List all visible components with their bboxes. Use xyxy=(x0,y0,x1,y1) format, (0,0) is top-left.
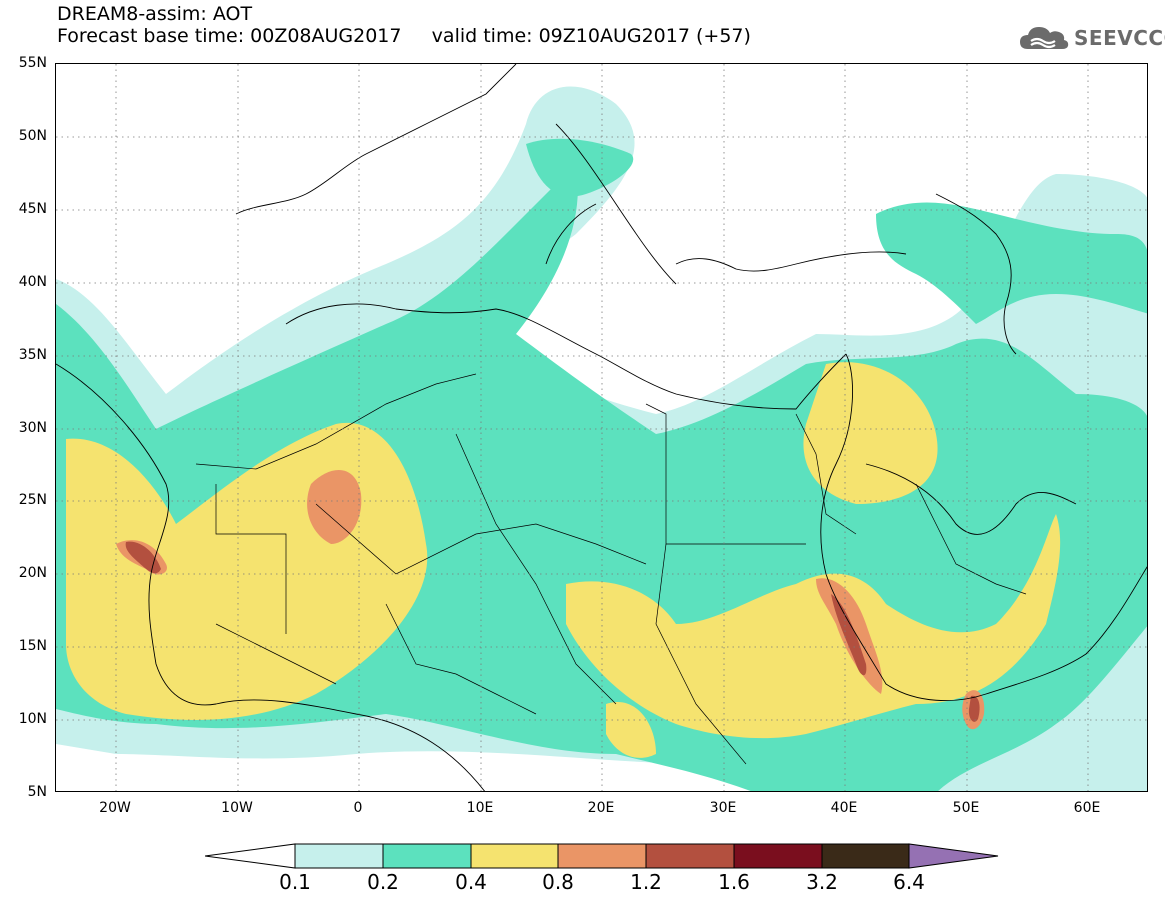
seevccc-logo: SEEVCCC xyxy=(1018,20,1165,56)
colorbar-segment xyxy=(733,843,823,869)
lat-label: 15N xyxy=(18,638,47,654)
colorbar-segment xyxy=(382,843,472,869)
colorbar-level: 0.2 xyxy=(367,870,399,894)
colorbar-segment xyxy=(294,843,384,869)
colorbar-over-arrow xyxy=(908,843,999,869)
lat-label: 40N xyxy=(18,274,47,290)
lat-label: 5N xyxy=(27,784,47,800)
lon-label: 60E xyxy=(1073,800,1101,816)
graticule xyxy=(56,64,1147,791)
lat-label: 45N xyxy=(18,201,47,217)
lon-label: 10E xyxy=(466,800,494,816)
lat-label: 20N xyxy=(18,565,47,581)
colorbar-level: 1.2 xyxy=(630,870,662,894)
lon-label: 30E xyxy=(709,800,737,816)
colorbar-segment xyxy=(557,843,647,869)
colorbar-level: 6.4 xyxy=(893,870,925,894)
logo-text: SEEVCCC xyxy=(1074,26,1165,50)
map-title: DREAM8-assim: AOT xyxy=(57,3,253,25)
aot-map xyxy=(55,63,1148,792)
cloud-icon xyxy=(1020,27,1069,49)
lat-label: 10N xyxy=(18,711,47,727)
lat-label: 25N xyxy=(18,492,47,508)
aot-field-1-2 xyxy=(125,541,980,722)
lon-label: 40E xyxy=(830,800,858,816)
lon-label: 10W xyxy=(221,800,253,816)
lon-label: 20W xyxy=(99,800,131,816)
lat-label: 50N xyxy=(18,128,47,144)
colorbar-level: 0.8 xyxy=(542,870,574,894)
forecast-time-subtitle: Forecast base time: 00Z08AUG2017 valid t… xyxy=(57,25,751,47)
lon-label: 50E xyxy=(952,800,980,816)
aot-field-map xyxy=(56,64,1147,791)
lat-label: 35N xyxy=(18,347,47,363)
colorbar-under-arrow xyxy=(205,843,296,869)
lon-label: 20E xyxy=(587,800,615,816)
colorbar-level: 0.1 xyxy=(279,870,311,894)
coastlines xyxy=(56,64,1147,791)
colorbar-segment xyxy=(821,843,910,869)
lat-label: 30N xyxy=(18,420,47,436)
colorbar-level: 3.2 xyxy=(806,870,838,894)
colorbar-level: 0.4 xyxy=(455,870,487,894)
colorbar-segment xyxy=(645,843,735,869)
lon-label: 0 xyxy=(353,800,363,816)
colorbar-segment xyxy=(470,843,559,869)
country-borders xyxy=(195,373,1027,765)
aot-colorbar xyxy=(205,843,999,869)
lat-label: 55N xyxy=(18,55,47,71)
colorbar-level: 1.6 xyxy=(718,870,750,894)
